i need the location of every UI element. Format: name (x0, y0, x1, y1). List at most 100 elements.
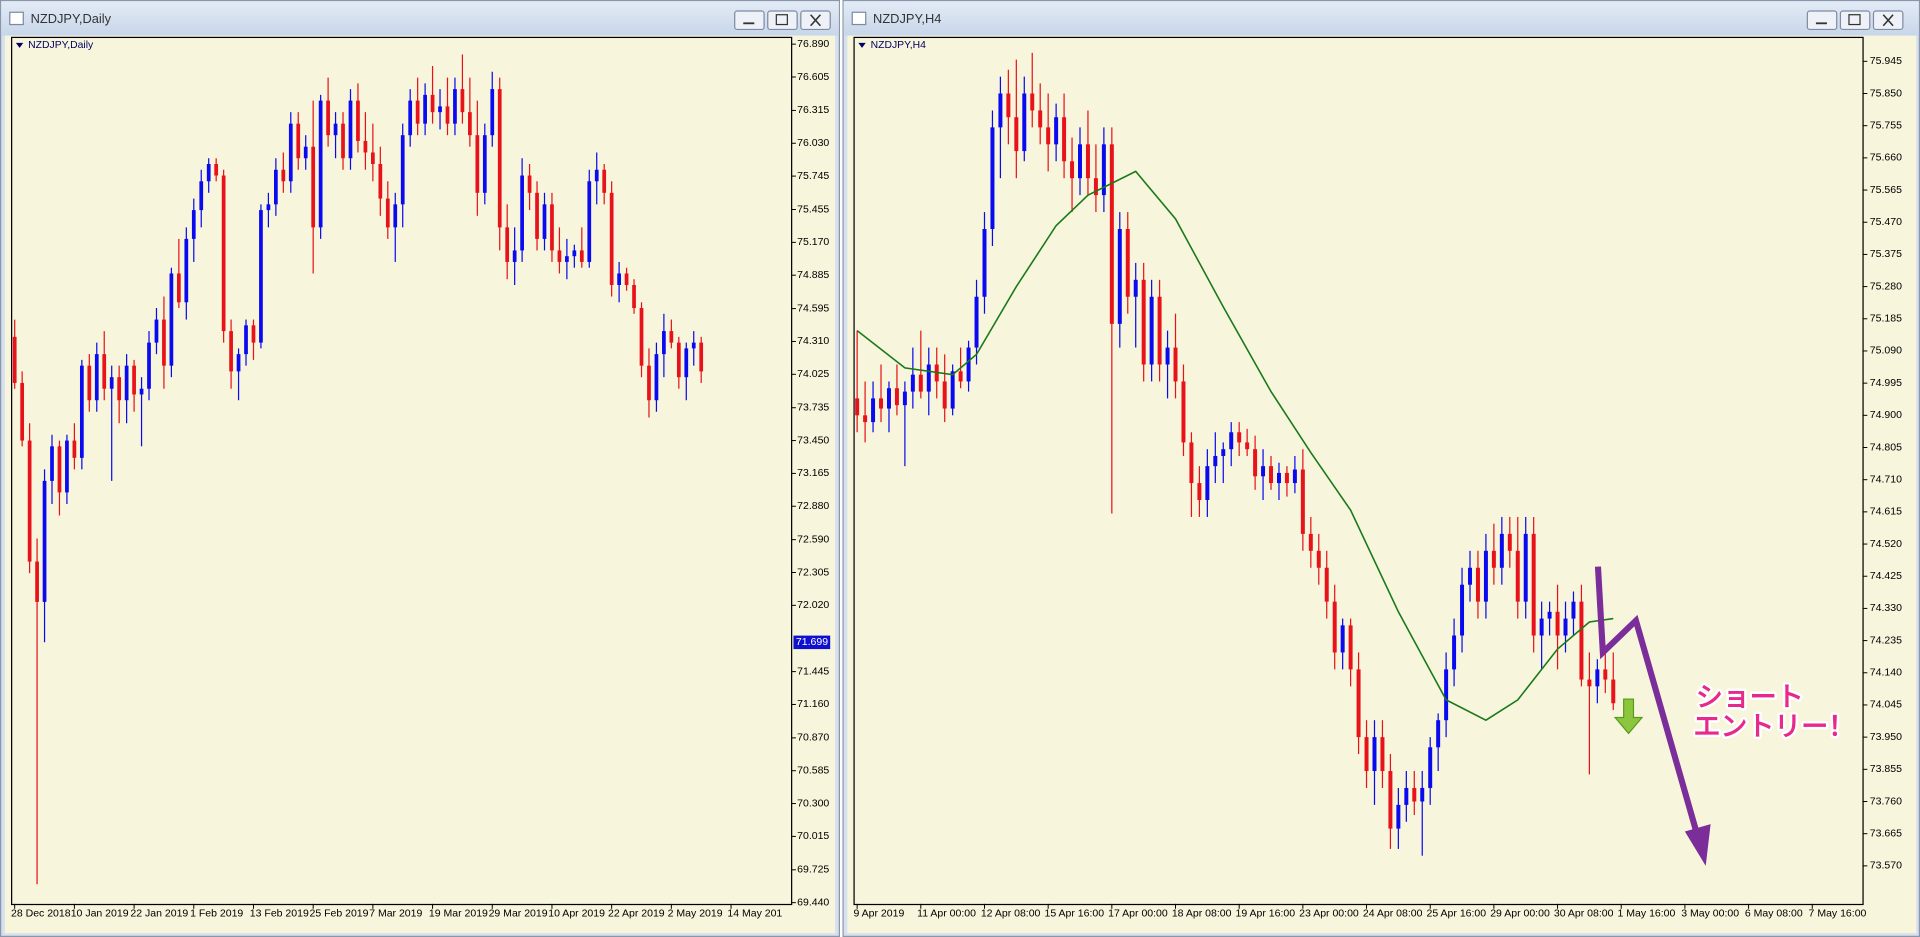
y-tick-label: 75.185 (1870, 313, 1902, 325)
price-label: 71.699 (796, 636, 828, 648)
candle-body (1125, 229, 1130, 297)
candle-body (1475, 567, 1480, 602)
x-tick-label: 17 Apr 00:00 (1108, 907, 1168, 919)
candle-body (1245, 442, 1250, 450)
y-tick-label: 76.030 (797, 137, 829, 149)
candle-body (191, 210, 196, 239)
candle-body (1197, 483, 1202, 501)
x-tick-label: 19 Apr 16:00 (1236, 907, 1296, 919)
candle-body (1006, 93, 1011, 118)
candle-body (1213, 455, 1218, 467)
icon (1848, 14, 1861, 26)
x-tick-label: 25 Apr 16:00 (1427, 907, 1487, 919)
y-tick-label: 75.850 (1870, 87, 1902, 99)
candle-body (1253, 449, 1258, 477)
window-title: NZDJPY,H4 (873, 11, 941, 26)
candle-body (1093, 178, 1098, 196)
y-tick-label: 74.615 (1870, 506, 1902, 518)
x-tick-label: 18 Apr 08:00 (1172, 907, 1232, 919)
y-tick-label: 73.855 (1870, 763, 1902, 775)
candle-body (1101, 144, 1106, 196)
plot-border (853, 36, 1864, 906)
candle-body (273, 169, 278, 205)
candle-body (910, 374, 915, 392)
candle-body (669, 331, 674, 343)
chart-area (4, 35, 836, 934)
candle-body (385, 198, 390, 228)
candle-body (1276, 472, 1281, 484)
candle-body (206, 163, 211, 182)
x-tick-label: 25 Feb 2019 (310, 907, 369, 919)
chart-label: NZDJPY,H4 (871, 40, 926, 51)
candle-body (378, 163, 383, 199)
candle-body (1030, 93, 1035, 111)
candle-body (1611, 679, 1616, 704)
icon (1882, 14, 1894, 27)
y-tick-label: 73.950 (1870, 731, 1902, 743)
x-tick-label: 24 Apr 08:00 (1363, 907, 1423, 919)
candle-body (1507, 533, 1512, 551)
candle-body (400, 135, 405, 205)
candle-body (1555, 611, 1560, 636)
candle-body (497, 89, 502, 228)
y-tick-label: 73.760 (1870, 795, 1902, 807)
candle-body (1141, 279, 1146, 365)
y-tick-label: 76.315 (797, 104, 829, 116)
candle-body (1491, 550, 1496, 568)
icon (775, 14, 788, 26)
x-tick-label: 22 Jan 2019 (130, 907, 188, 919)
candle-body (1109, 144, 1114, 324)
candle-body (662, 331, 666, 355)
y-tick-label: 75.090 (1870, 345, 1902, 357)
candle-body (27, 440, 32, 562)
candle-body (1189, 442, 1194, 484)
x-tick-label: 11 Apr 00:00 (917, 907, 976, 919)
window-icon (851, 11, 867, 26)
candle-body (1284, 472, 1289, 484)
candle-body (602, 169, 607, 193)
candle-body (1070, 161, 1075, 179)
annotation: エントリー！ (1693, 712, 1855, 742)
y-tick-label: 75.470 (1870, 216, 1902, 228)
candle-body (942, 381, 947, 409)
y-tick-label: 74.710 (1870, 473, 1902, 485)
candle-body (72, 440, 77, 458)
candle-body (958, 371, 963, 382)
window-buttons[interactable] (734, 10, 831, 31)
trend-arrow (1594, 566, 1702, 840)
y-tick-label: 75.745 (797, 170, 829, 182)
y-tick-label: 75.280 (1870, 280, 1902, 292)
window-buttons[interactable] (1806, 10, 1904, 31)
candle-body (527, 175, 532, 193)
restore-button[interactable] (767, 10, 798, 31)
minimize-button[interactable] (734, 10, 765, 31)
y-tick-label: 74.520 (1870, 538, 1902, 550)
candle-body (1531, 533, 1536, 636)
y-tick-label: 74.595 (797, 302, 829, 314)
x-tick-label: 2 May 2019 (668, 907, 723, 919)
x-tick-label: 15 Apr 16:00 (1044, 907, 1104, 919)
candle-body (982, 229, 987, 297)
candle-body (550, 204, 554, 251)
candle-body (311, 146, 316, 228)
window-title: NZDJPY,Daily (31, 11, 112, 26)
restore-button[interactable] (1839, 10, 1871, 31)
x-tick-label: 7 May 16:00 (1809, 907, 1867, 919)
candle-body (1237, 432, 1242, 443)
y-tick-label: 75.455 (797, 203, 829, 215)
candle-body (1117, 229, 1122, 324)
candle-body (154, 319, 159, 343)
candle-body (609, 192, 614, 285)
y-tick-label: 74.330 (1870, 602, 1902, 614)
candle-body (251, 325, 256, 343)
candle-body (468, 112, 472, 136)
candle-body (1460, 584, 1465, 636)
candle-body (1229, 432, 1234, 450)
candle-body (535, 192, 539, 239)
x-tick-label: 29 Apr 00:00 (1490, 907, 1550, 919)
minimize-button[interactable] (1806, 10, 1838, 31)
candle-body (684, 348, 689, 378)
x-tick-label: 7 Mar 2019 (369, 907, 422, 919)
candle-body (490, 89, 495, 136)
